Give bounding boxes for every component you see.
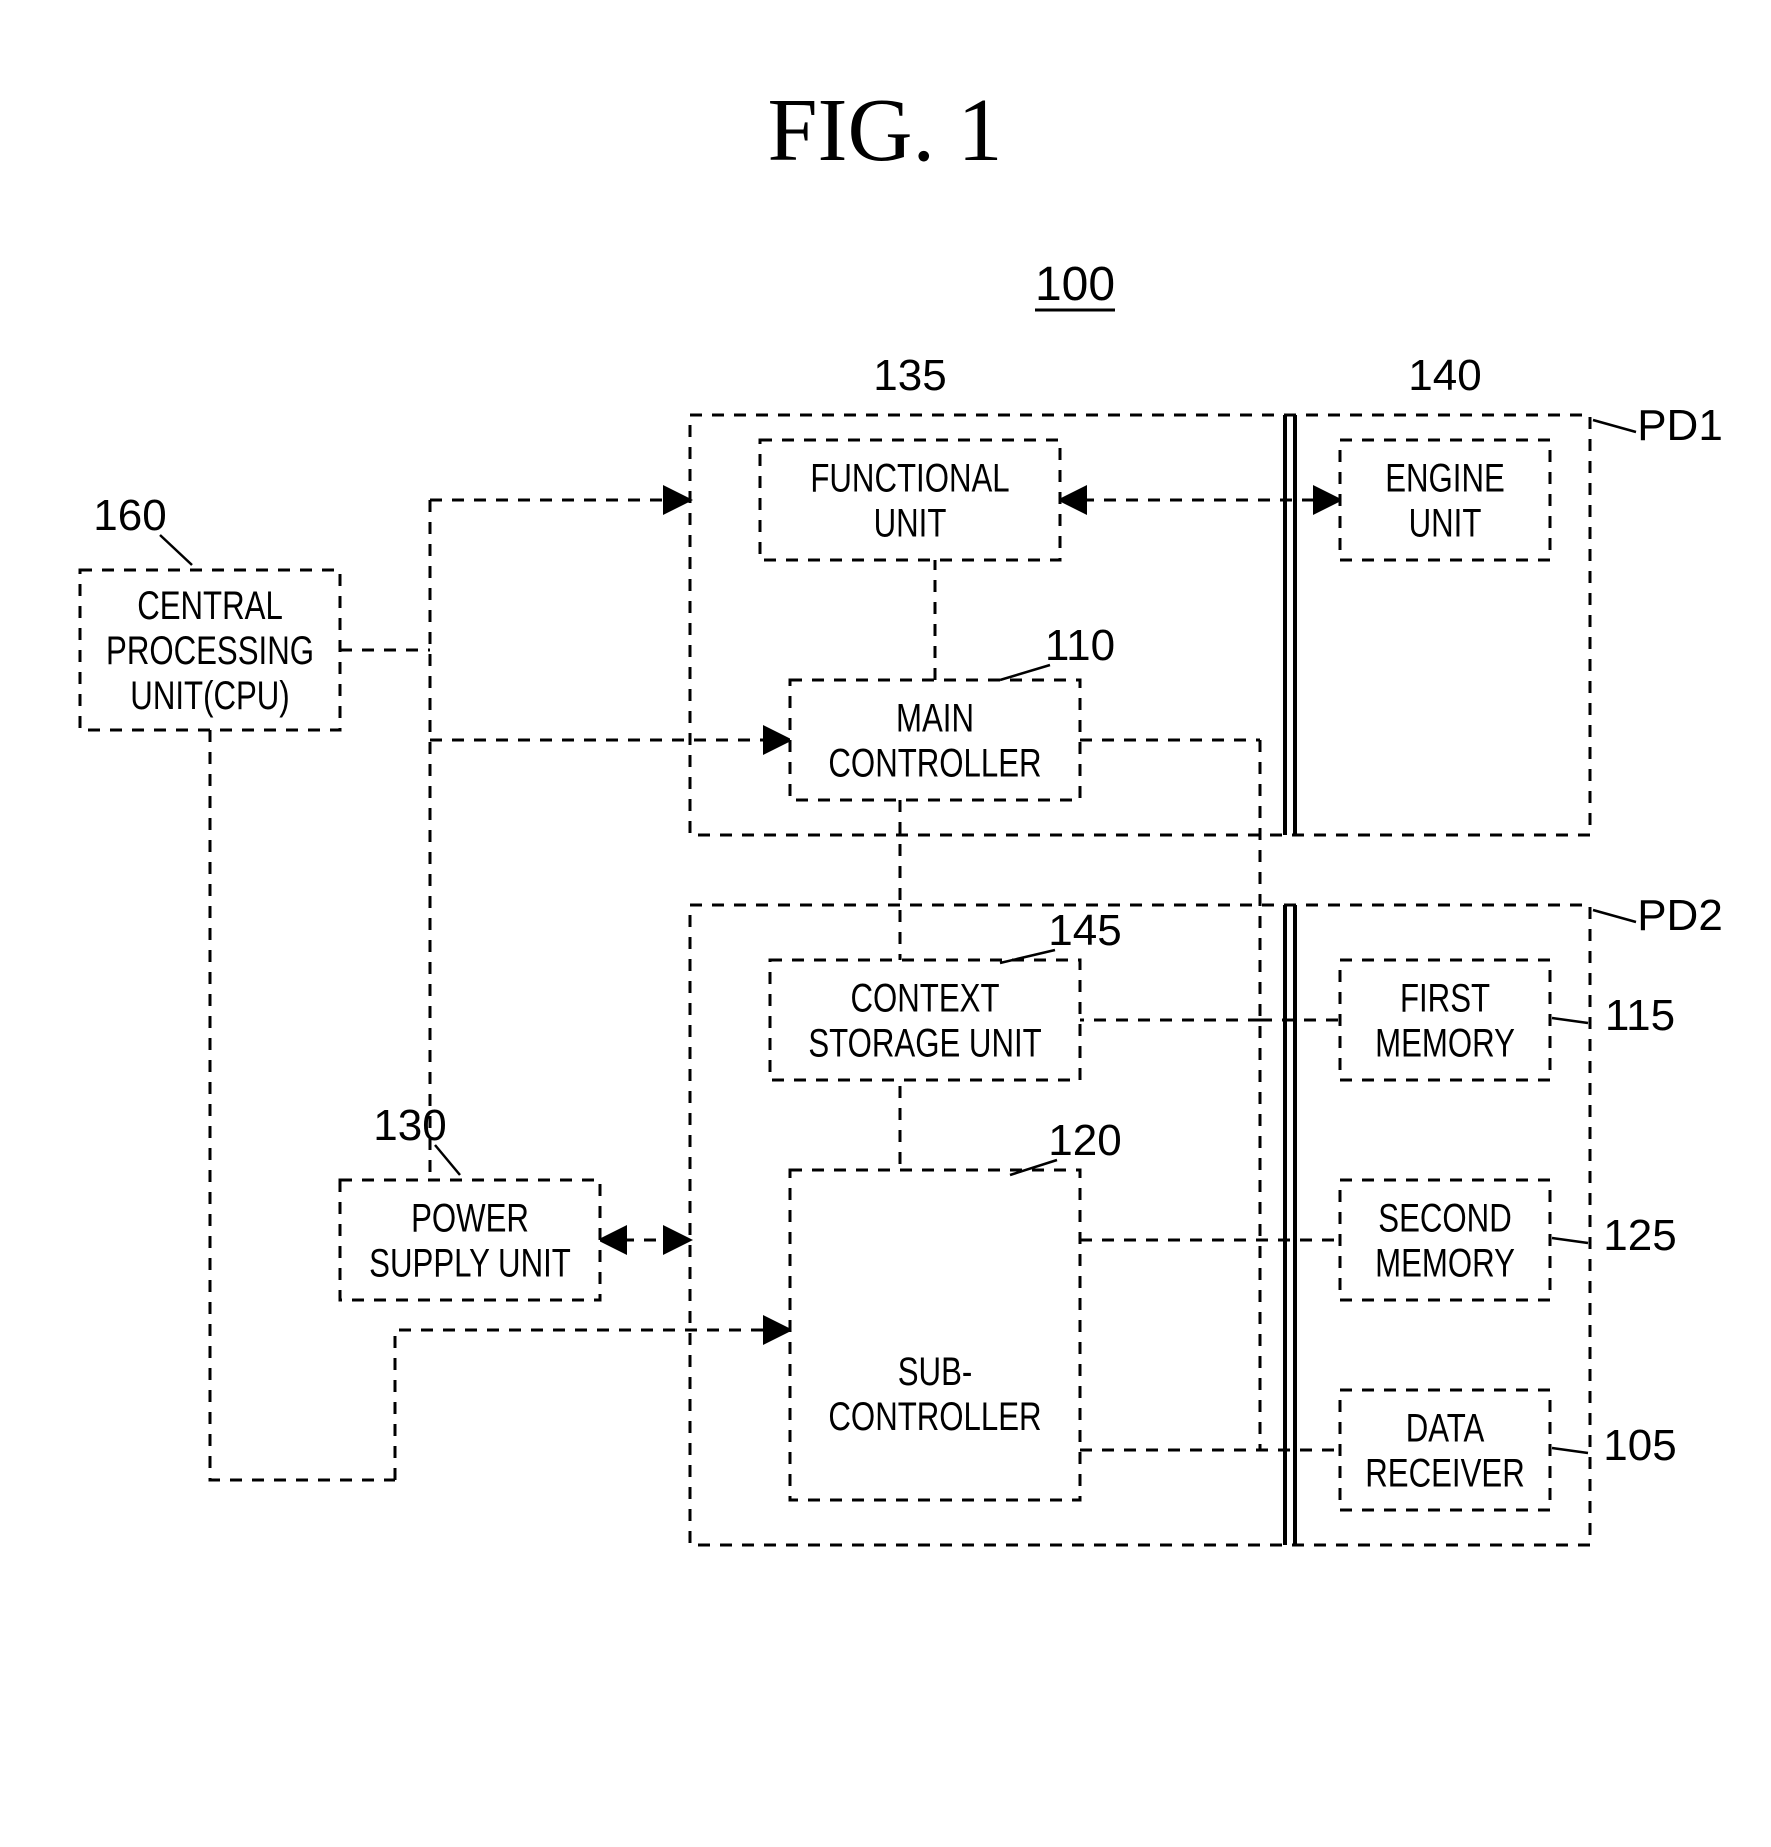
ref-main: 100	[1035, 258, 1115, 311]
block-engine-line0: ENGINE	[1385, 456, 1505, 501]
block-cpu-line0: CENTRAL	[137, 584, 283, 629]
figure-title: FIG. 1	[767, 81, 1002, 180]
leader-2	[1000, 665, 1050, 680]
ref-label-cpu: 160	[93, 491, 166, 540]
leader-8	[1593, 420, 1636, 432]
ref-label-power: 130	[373, 1101, 446, 1150]
ref-label-pd1: PD1	[1637, 401, 1723, 450]
leader-6	[1552, 1238, 1588, 1243]
ref-label-functional: 135	[873, 351, 946, 400]
ref-label-first_mem: 115	[1605, 991, 1675, 1040]
block-engine-line1: UNIT	[1409, 501, 1482, 546]
block-data_rx: DATARECEIVER	[1340, 1390, 1550, 1510]
block-main: MAINCONTROLLER	[790, 680, 1080, 800]
ref-label-pd2: PD2	[1637, 891, 1723, 940]
block-first_mem-line1: MEMORY	[1375, 1021, 1515, 1066]
figure-svg: FIG. 1 100 CENTRALPROCESSINGUNIT(CPU) POW…	[0, 0, 1771, 1847]
block-data_rx-line1: RECEIVER	[1365, 1451, 1524, 1496]
block-sub: SUB-CONTROLLER	[790, 1170, 1080, 1500]
block-context-line0: CONTEXT	[850, 976, 999, 1021]
block-context-line1: STORAGE UNIT	[808, 1021, 1041, 1066]
block-second_mem-line1: MEMORY	[1375, 1241, 1515, 1286]
leader-5	[1552, 1018, 1588, 1023]
block-power-line1: SUPPLY UNIT	[369, 1241, 571, 1286]
block-context: CONTEXTSTORAGE UNIT	[770, 960, 1080, 1080]
leader-9	[1593, 910, 1636, 922]
block-main-line1: CONTROLLER	[828, 741, 1041, 786]
ref-label-engine: 140	[1408, 351, 1481, 400]
block-second_mem: SECONDMEMORY	[1340, 1180, 1550, 1300]
block-sub-line0: SUB-	[898, 1350, 973, 1395]
block-first_mem-line0: FIRST	[1400, 976, 1490, 1021]
ref-label-sub: 120	[1048, 1116, 1121, 1165]
conn-cpu-to-power-v	[210, 730, 395, 1480]
ref-label-main: 110	[1045, 621, 1115, 670]
block-functional-line0: FUNCTIONAL	[810, 456, 1009, 501]
block-engine: ENGINEUNIT	[1340, 440, 1550, 560]
ref-label-context: 145	[1048, 906, 1121, 955]
block-data_rx-line0: DATA	[1406, 1406, 1485, 1451]
block-main-line0: MAIN	[896, 696, 974, 741]
block-cpu-line2: UNIT(CPU)	[130, 673, 289, 718]
leader-0	[160, 535, 192, 565]
ref-label-second_mem: 125	[1603, 1211, 1676, 1260]
block-power-line0: POWER	[411, 1196, 529, 1241]
block-cpu-line1: PROCESSING	[106, 628, 314, 673]
leader-7	[1552, 1448, 1588, 1453]
ref-label-data_rx: 105	[1603, 1421, 1676, 1470]
block-first_mem: FIRSTMEMORY	[1340, 960, 1550, 1080]
block-sub-line1: CONTROLLER	[828, 1394, 1041, 1439]
block-second_mem-line0: SECOND	[1378, 1196, 1511, 1241]
block-power: POWERSUPPLY UNIT	[340, 1180, 600, 1300]
block-functional: FUNCTIONALUNIT	[760, 440, 1060, 560]
block-functional-line1: UNIT	[874, 501, 947, 546]
block-cpu: CENTRALPROCESSINGUNIT(CPU)	[80, 570, 340, 730]
conn-power-to-sub-low	[395, 1330, 790, 1480]
leader-1	[435, 1145, 460, 1175]
